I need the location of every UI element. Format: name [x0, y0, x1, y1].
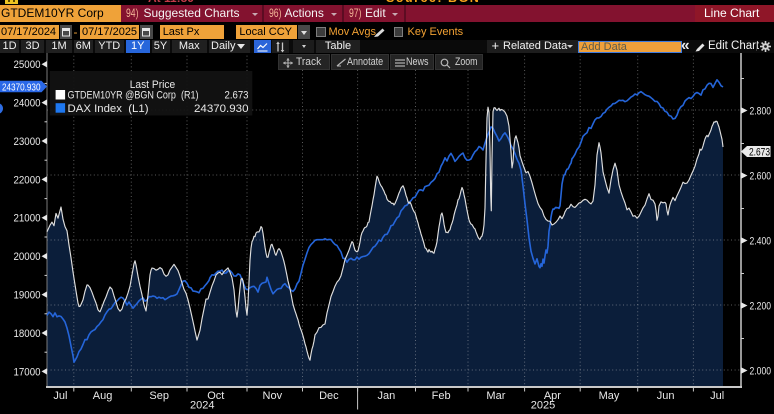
svg-text:Mar: Mar [486, 390, 505, 402]
svg-text:2.600: 2.600 [750, 170, 772, 182]
svg-text:2025: 2025 [531, 400, 555, 412]
svg-text:23000: 23000 [14, 136, 41, 148]
svg-text:Aug: Aug [93, 390, 113, 402]
svg-text:22000: 22000 [14, 174, 41, 186]
svg-text:17000: 17000 [14, 366, 41, 378]
svg-text:24370.930: 24370.930 [194, 103, 249, 115]
svg-text:Nov: Nov [263, 390, 283, 402]
svg-text:25000: 25000 [14, 59, 41, 71]
svg-text:24370.930: 24370.930 [2, 81, 41, 93]
svg-text:24000: 24000 [14, 98, 41, 110]
svg-text:21000: 21000 [14, 213, 41, 225]
svg-text:Jul: Jul [710, 390, 724, 402]
svg-text:2024: 2024 [190, 400, 214, 412]
svg-text:2.200: 2.200 [750, 300, 772, 312]
svg-text:Oct: Oct [207, 390, 224, 402]
svg-text:2.673: 2.673 [749, 146, 770, 158]
svg-text:18000: 18000 [14, 328, 41, 340]
svg-text:2.400: 2.400 [750, 235, 772, 247]
svg-text:20000: 20000 [14, 251, 41, 263]
svg-text:2.673: 2.673 [225, 90, 249, 102]
svg-text:2.000: 2.000 [750, 365, 772, 377]
svg-text:Apr: Apr [544, 390, 561, 402]
svg-text:GTDEM10YR @BGN Corp (R1): GTDEM10YR @BGN Corp (R1) [68, 90, 199, 102]
svg-text:Jan: Jan [378, 390, 396, 402]
svg-text:Jul: Jul [53, 390, 67, 402]
svg-text:Jun: Jun [657, 390, 675, 402]
svg-text:19000: 19000 [14, 290, 41, 302]
svg-text:Dec: Dec [319, 390, 339, 402]
svg-text:2.800: 2.800 [750, 105, 772, 117]
svg-text:Last Price: Last Price [130, 79, 176, 91]
svg-text:DAX Index (L1): DAX Index (L1) [68, 103, 149, 115]
svg-text:Feb: Feb [432, 390, 451, 402]
svg-text:Sep: Sep [149, 390, 169, 402]
svg-text:May: May [599, 390, 620, 402]
